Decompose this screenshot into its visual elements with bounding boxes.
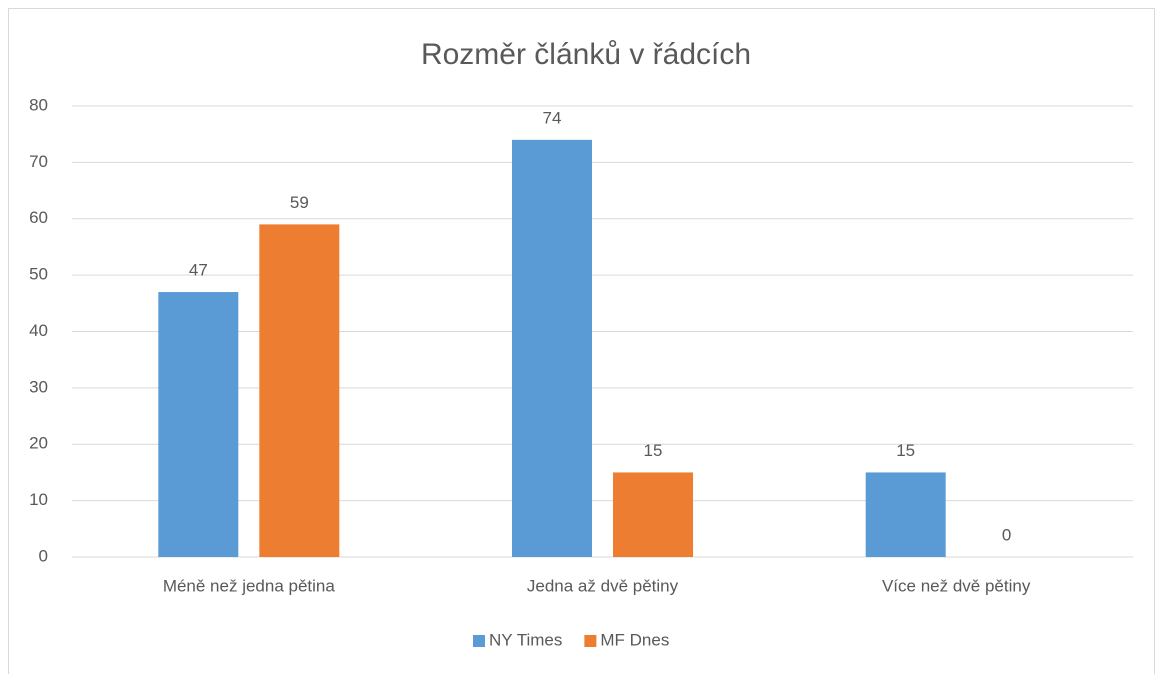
chart-title: Rozměr článků v řádcích	[421, 38, 751, 71]
legend-label: NY Times	[489, 630, 562, 649]
x-tick-label: Více než dvě pětiny	[882, 576, 1031, 595]
bar	[259, 224, 340, 557]
bar	[158, 292, 239, 557]
data-label: 74	[543, 108, 562, 127]
legend-label: MF Dnes	[600, 630, 669, 649]
data-label: 0	[1002, 525, 1011, 544]
y-tick-label: 0	[39, 546, 48, 565]
y-tick-label: 70	[29, 152, 48, 171]
data-label: 15	[896, 441, 915, 460]
legend-swatch	[584, 635, 597, 647]
x-tick-label: Jedna až dvě pětiny	[527, 576, 679, 595]
bar	[865, 472, 946, 557]
y-tick-label: 80	[29, 95, 48, 114]
y-tick-label: 10	[29, 490, 48, 509]
y-tick-label: 60	[29, 208, 48, 227]
data-label: 15	[644, 441, 663, 460]
y-tick-label: 50	[29, 265, 48, 284]
y-tick-label: 20	[29, 434, 48, 453]
bar	[613, 472, 693, 557]
data-label: 47	[189, 261, 208, 280]
y-tick-label: 40	[29, 321, 48, 340]
y-tick-label: 30	[29, 377, 48, 396]
x-tick-label: Méně než jedna pětina	[163, 576, 336, 595]
bar	[512, 139, 592, 557]
legend-swatch	[473, 635, 485, 647]
data-label: 59	[290, 193, 309, 212]
